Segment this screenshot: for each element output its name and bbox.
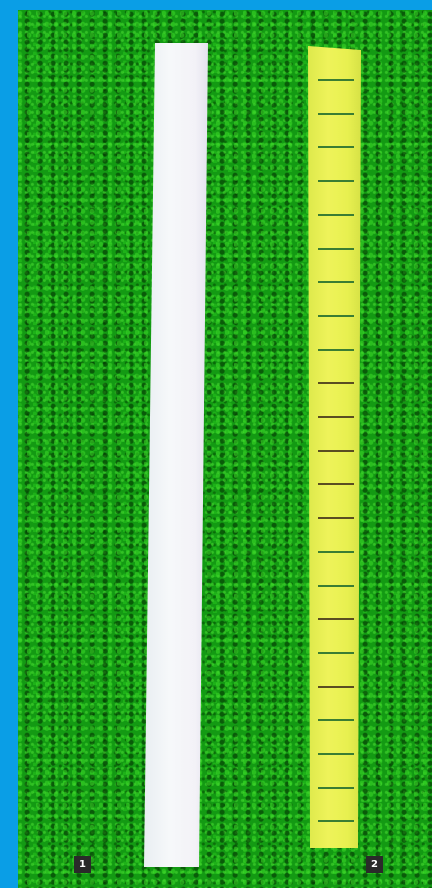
yellow-graduated-strip	[308, 46, 361, 848]
strip-tick-mark	[318, 618, 354, 621]
strip-tick-mark	[318, 281, 354, 284]
strip-tick-mark	[318, 416, 354, 418]
white-strip	[144, 43, 208, 867]
strip-tick-mark	[318, 820, 354, 823]
strip-tick-mark	[318, 517, 354, 520]
strip-tick-mark	[318, 685, 354, 688]
strip-tick-mark	[318, 247, 354, 250]
strip-tick-mark	[318, 180, 354, 183]
strip-tick-mark	[318, 314, 354, 317]
strip-tick-mark	[318, 213, 354, 216]
strip-tick-mark	[318, 550, 354, 553]
strip-tick-mark	[318, 146, 354, 149]
strip-tick-mark	[318, 79, 354, 81]
strip-tick-mark	[318, 719, 354, 722]
strip-tick-mark	[318, 753, 354, 755]
strip-tick-mark	[318, 382, 354, 385]
strip-tick-mark	[318, 651, 354, 654]
strip-tick-mark	[318, 584, 354, 587]
strip-1-label: 1	[74, 856, 91, 873]
grass-background	[18, 10, 432, 888]
strip-tick-mark	[318, 786, 354, 789]
strip-2-label: 2	[366, 856, 383, 873]
strip-tick-mark	[318, 112, 354, 115]
strip-tick-mark	[318, 449, 354, 452]
strip-tick-mark	[318, 483, 354, 486]
strip-tick-mark	[318, 348, 354, 351]
